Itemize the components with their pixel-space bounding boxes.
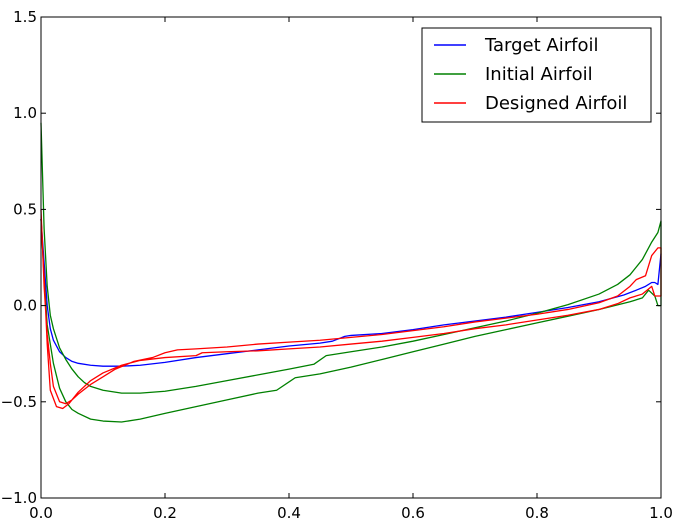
legend-label: Initial Airfoil xyxy=(485,64,593,85)
y-tick-label: −0.5 xyxy=(1,393,37,411)
y-tick-label: 0.5 xyxy=(13,200,37,218)
x-tick-label: 1.0 xyxy=(649,504,673,522)
legend-box xyxy=(421,27,652,123)
series-layer xyxy=(40,122,662,423)
x-tick-label: 0.6 xyxy=(401,504,425,522)
axes-frame xyxy=(40,16,662,499)
y-tick-label: 1.5 xyxy=(13,8,37,26)
series-line-designed-airfoil xyxy=(40,209,662,410)
legend-label: Target Airfoil xyxy=(484,35,598,56)
y-tick-label: 1.0 xyxy=(13,104,37,122)
legend: Target Airfoil Initial Airfoil Designed Ai… xyxy=(421,27,652,123)
legend-label: Designed Airfoil xyxy=(485,93,627,114)
y-tick-label: −1.0 xyxy=(1,489,37,507)
x-tick-label: 0.4 xyxy=(277,504,301,522)
x-tick-label: 0.2 xyxy=(153,504,177,522)
y-tick-label: 0.0 xyxy=(13,297,37,315)
series-line-target-airfoil xyxy=(40,218,662,367)
series-line-initial-airfoil xyxy=(40,122,662,423)
x-tick-label: 0.0 xyxy=(29,504,53,522)
ticks-layer: 0.0 0.2 0.4 0.6 0.8 1.0 −1.0 −0.5 0.0 0.5 1.0 1.5 xyxy=(1,8,673,522)
x-tick-label: 0.8 xyxy=(525,504,549,522)
